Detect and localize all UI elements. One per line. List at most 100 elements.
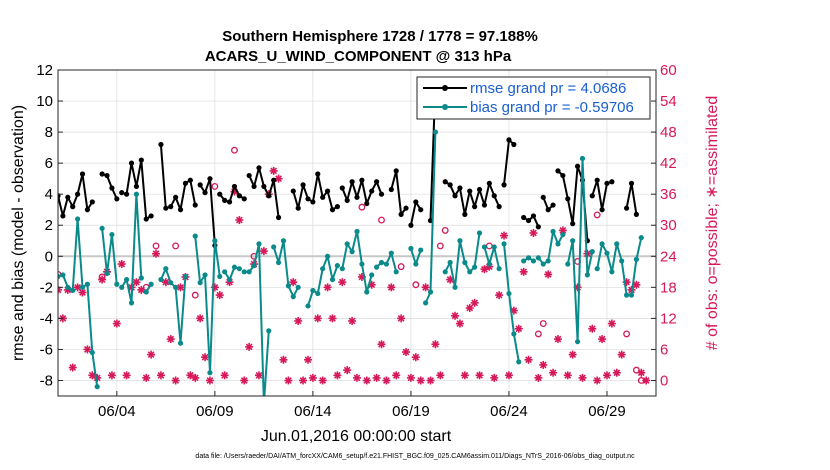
rmse-marker (398, 211, 404, 217)
rmse-marker (310, 199, 316, 205)
bias-marker (476, 230, 483, 236)
bias-marker (60, 272, 66, 278)
obs-assimilated-marker (318, 376, 327, 385)
obs-assimilated-stroke (324, 283, 331, 291)
rmse-marker (462, 211, 468, 217)
rmse-line-segment (523, 214, 540, 228)
rmse-line-segment (390, 169, 407, 216)
obs-assimilated-stroke (84, 346, 91, 353)
rmse-marker (163, 205, 169, 211)
rmse-line-segment (199, 177, 216, 246)
rmse-marker (177, 207, 184, 213)
bias-marker (506, 290, 512, 297)
rmse-marker (128, 160, 135, 166)
obs-assimilated-marker (152, 249, 161, 258)
obs-assimilated-stroke (147, 351, 155, 358)
obs-assimilated-marker (107, 371, 116, 380)
rmse-marker (457, 185, 463, 191)
obs-assimilated-marker (171, 376, 180, 385)
obs-assimilated-stroke (603, 371, 611, 379)
obs-assimilated-marker (299, 376, 308, 385)
bias-marker (584, 272, 590, 278)
bias-line-segment (483, 246, 501, 269)
y-tick-label: 10 (36, 93, 53, 110)
rmse-marker (609, 179, 615, 185)
obs-assimilated-marker (593, 376, 602, 385)
obs-assimilated-stroke (569, 351, 577, 358)
bias-marker (432, 129, 439, 135)
obs-assimilated-stroke (167, 335, 175, 343)
rmse-marker (133, 183, 140, 190)
rmse-marker (119, 190, 125, 196)
obs-possible-marker (534, 330, 542, 338)
obs-assimilated-stroke (294, 317, 302, 325)
obs-assimilated-marker (421, 283, 430, 292)
bias-marker (109, 231, 115, 238)
obs-assimilated-stroke (402, 348, 410, 356)
obs-assimilated-marker (602, 371, 611, 380)
bias-marker (222, 269, 228, 275)
obs-assimilated-stroke (79, 289, 86, 296)
obs-assimilated-marker (353, 373, 361, 382)
obs-assimilated-marker (274, 174, 283, 183)
bias-marker (173, 284, 179, 290)
bias-marker (168, 280, 174, 286)
obs-assimilated-marker (147, 350, 156, 359)
bias-marker (104, 270, 110, 276)
obs-assimilated-marker (612, 368, 621, 377)
obs-assimilated-marker (328, 314, 337, 323)
bias-marker (163, 266, 169, 272)
bias-marker (143, 289, 149, 295)
rmse-marker (481, 202, 488, 208)
plot-frame (57, 69, 657, 397)
obs-assimilated-marker (259, 247, 268, 256)
obs-assimilated-stroke (613, 369, 621, 377)
rmse-marker (236, 193, 242, 199)
bias-line-segment (503, 243, 520, 362)
obs-assimilated-marker (220, 371, 229, 380)
bias-marker (594, 266, 600, 272)
bias-marker (241, 269, 247, 275)
obs-assimilated-stroke (108, 371, 116, 379)
rmse-marker (521, 214, 527, 221)
obs-assimilated-stroke (534, 374, 542, 382)
bias-marker (256, 241, 262, 247)
obs-assimilated-stroke (618, 351, 626, 358)
rmse-marker (545, 207, 551, 213)
bias-marker (378, 259, 385, 266)
obs-assimilated-marker (205, 376, 214, 385)
rmse-marker (599, 207, 605, 213)
obs-assimilated-stroke (260, 247, 268, 255)
obs-assimilated-marker (240, 376, 249, 385)
obs-assimilated-stroke (314, 314, 322, 322)
rmse-marker (560, 172, 566, 179)
obs-assimilated-marker (68, 363, 77, 372)
obs-assimilated-marker (534, 373, 543, 382)
bias-marker (148, 281, 154, 287)
rmse-marker (271, 177, 277, 183)
obs-assimilated-marker (406, 373, 415, 382)
rmse-marker (535, 224, 541, 230)
rmse-marker (628, 180, 635, 186)
rmse-marker (241, 196, 247, 202)
y-right-tick-label: 42 (660, 155, 677, 172)
obs-assimilated-stroke (368, 281, 376, 289)
bias-marker (633, 256, 639, 262)
obs-assimilated-stroke (515, 325, 523, 333)
obs-assimilated-marker (529, 229, 538, 237)
obs-assimilated-stroke (338, 278, 346, 286)
obs-assimilated-stroke (598, 335, 606, 343)
obs-assimilated-marker (549, 368, 558, 377)
obs-assimilated-stroke (196, 314, 204, 322)
obs-assimilated-marker (578, 373, 587, 382)
legend-rmse-label: rmse grand pr = 4.0686 (470, 80, 626, 97)
obs-assimilated-marker (83, 345, 92, 354)
bias-line-segment (566, 157, 594, 343)
bias-marker (70, 287, 76, 294)
bias-marker (226, 276, 233, 283)
obs-assimilated-marker (117, 260, 126, 269)
obs-assimilated-marker (514, 324, 523, 333)
rmse-marker (324, 188, 331, 194)
obs-assimilated-stroke (133, 278, 140, 286)
